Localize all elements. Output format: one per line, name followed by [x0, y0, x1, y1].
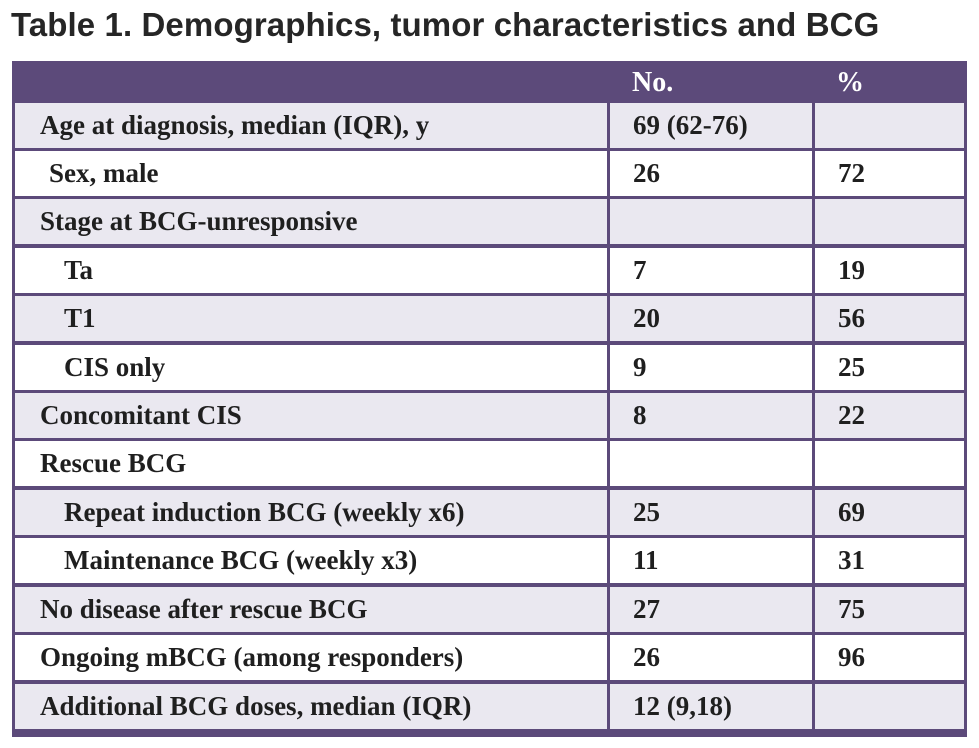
- row-percent: [815, 103, 964, 148]
- row-label: Maintenance BCG (weekly x3): [15, 538, 607, 583]
- table-row: Ongoing mBCG (among responders) 26 96: [15, 635, 964, 680]
- table-row: Stage at BCG-unresponsive: [15, 199, 964, 244]
- row-label: Repeat induction BCG (weekly x6): [15, 490, 607, 535]
- header-no: No.: [632, 67, 674, 98]
- table-header-row: No. %: [12, 61, 967, 103]
- row-no: 69 (62-76): [610, 103, 812, 148]
- row-percent: 22: [815, 393, 964, 438]
- row-percent: [815, 441, 964, 486]
- row-label: Rescue BCG: [15, 441, 607, 486]
- table-row: Repeat induction BCG (weekly x6) 25 69: [15, 490, 964, 535]
- row-label: No disease after rescue BCG: [15, 587, 607, 632]
- row-no: [610, 441, 812, 486]
- table-title: Table 1. Demographics, tumor characteris…: [11, 6, 880, 43]
- row-percent: 25: [815, 345, 964, 390]
- row-no: 7: [610, 248, 812, 293]
- row-label: Ongoing mBCG (among responders): [15, 635, 607, 680]
- row-label: T1: [15, 296, 607, 341]
- row-no: 26: [610, 151, 812, 196]
- row-no: 8: [610, 393, 812, 438]
- row-no: 11: [610, 538, 812, 583]
- table-row: Rescue BCG: [15, 441, 964, 486]
- row-percent: 72: [815, 151, 964, 196]
- table-row: CIS only 9 25: [15, 345, 964, 390]
- row-percent: 56: [815, 296, 964, 341]
- demographics-table: No. % Age at diagnosis, median (IQR), y …: [12, 61, 967, 737]
- table-row: Concomitant CIS 8 22: [15, 393, 964, 438]
- row-label: Additional BCG doses, median (IQR): [15, 684, 607, 729]
- header-percent: %: [836, 67, 864, 98]
- table-row: Ta 7 19: [15, 248, 964, 293]
- row-no: [610, 199, 812, 244]
- row-no: 9: [610, 345, 812, 390]
- row-percent: 69: [815, 490, 964, 535]
- row-no: 26: [610, 635, 812, 680]
- row-percent: 75: [815, 587, 964, 632]
- row-label: Stage at BCG-unresponsive: [15, 199, 607, 244]
- table-row: No disease after rescue BCG 27 75: [15, 587, 964, 632]
- table-row: T1 20 56: [15, 296, 964, 341]
- row-label: Ta: [15, 248, 607, 293]
- table-row: Maintenance BCG (weekly x3) 11 31: [15, 538, 964, 583]
- table-row: Additional BCG doses, median (IQR) 12 (9…: [15, 684, 964, 729]
- row-no: 27: [610, 587, 812, 632]
- row-percent: 31: [815, 538, 964, 583]
- table-row: Sex, male 26 72: [15, 151, 964, 196]
- row-no: 25: [610, 490, 812, 535]
- row-percent: 96: [815, 635, 964, 680]
- row-label: Age at diagnosis, median (IQR), y: [15, 103, 607, 148]
- row-label: CIS only: [15, 345, 607, 390]
- row-label: Concomitant CIS: [15, 393, 607, 438]
- row-percent: 19: [815, 248, 964, 293]
- row-percent: [815, 684, 964, 729]
- table-row: Age at diagnosis, median (IQR), y 69 (62…: [15, 103, 964, 148]
- row-no: 12 (9,18): [610, 684, 812, 729]
- row-percent: [815, 199, 964, 244]
- row-no: 20: [610, 296, 812, 341]
- row-label: Sex, male: [15, 151, 607, 196]
